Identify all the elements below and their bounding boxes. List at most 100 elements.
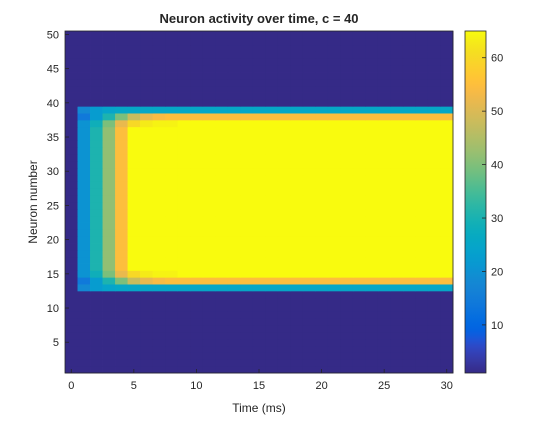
heatmap-cell — [377, 202, 391, 210]
heatmap-cell — [390, 263, 404, 271]
heatmap-cell — [415, 195, 429, 203]
heatmap-cell — [165, 331, 179, 340]
heatmap-cell — [140, 58, 154, 66]
heatmap-cell — [315, 338, 329, 347]
heatmap-cell — [77, 147, 91, 155]
heatmap-cell — [265, 222, 279, 230]
heatmap-cell — [290, 85, 304, 93]
heatmap-cell — [102, 58, 116, 66]
heatmap-cell — [277, 222, 291, 230]
heatmap-cell — [290, 195, 304, 203]
heatmap-cell — [152, 44, 166, 52]
heatmap-cell — [302, 297, 316, 305]
heatmap-cell — [90, 85, 103, 93]
heatmap-cell — [90, 106, 103, 114]
heatmap-cell — [315, 72, 329, 80]
heatmap-cell — [265, 37, 279, 46]
heatmap-cell — [140, 160, 154, 169]
heatmap-cell — [90, 263, 103, 271]
heatmap-cell — [152, 133, 166, 141]
heatmap-cell — [352, 352, 366, 360]
heatmap-cell — [77, 236, 91, 244]
heatmap-cell — [340, 126, 354, 134]
heatmap-cell — [227, 78, 241, 87]
heatmap-cell — [277, 92, 291, 100]
heatmap-cell — [440, 263, 454, 271]
heatmap-cell — [202, 304, 216, 312]
heatmap-cell — [252, 37, 266, 46]
heatmap-cell — [127, 31, 141, 39]
heatmap-cell — [252, 106, 266, 114]
heatmap-cell — [315, 58, 329, 66]
heatmap-cell — [252, 92, 266, 100]
heatmap-cell — [390, 167, 404, 176]
heatmap-cell — [177, 304, 191, 312]
heatmap-cell — [302, 37, 316, 46]
heatmap-cell — [127, 270, 141, 278]
heatmap-cell — [177, 174, 191, 182]
heatmap-cell — [352, 325, 366, 333]
heatmap-cell — [165, 119, 179, 128]
heatmap-cell — [202, 331, 216, 340]
heatmap-cell — [302, 243, 316, 251]
heatmap-cell — [115, 338, 128, 347]
heatmap-cell — [177, 31, 191, 39]
heatmap-cell — [252, 297, 266, 305]
heatmap-cell — [315, 318, 329, 326]
heatmap-cell — [140, 154, 154, 162]
heatmap-cell — [77, 284, 91, 292]
heatmap-cell — [127, 167, 141, 176]
heatmap-cell — [202, 202, 216, 210]
heatmap-cell — [202, 78, 216, 87]
heatmap-cell — [340, 318, 354, 326]
heatmap-cell — [365, 154, 379, 162]
heatmap-cell — [340, 366, 354, 374]
heatmap-cell — [302, 256, 316, 264]
heatmap-cell — [65, 331, 78, 340]
heatmap-cell — [215, 277, 229, 285]
heatmap-cell — [190, 160, 204, 169]
heatmap-cell — [190, 325, 204, 333]
heatmap-cell — [302, 331, 316, 340]
heatmap-cell — [90, 311, 103, 319]
heatmap-cell — [440, 215, 454, 223]
heatmap-cell — [252, 202, 266, 210]
heatmap-cell — [277, 311, 291, 319]
heatmap-cell — [215, 243, 229, 251]
heatmap-cell — [140, 167, 154, 176]
heatmap-cell — [165, 325, 179, 333]
heatmap-cell — [252, 284, 266, 292]
heatmap-cell — [290, 215, 304, 223]
heatmap-cell — [190, 106, 204, 114]
heatmap-cell — [265, 147, 279, 155]
heatmap-cell — [440, 243, 454, 251]
heatmap-cell — [65, 263, 78, 271]
heatmap-cell — [352, 208, 366, 217]
heatmap-cell — [340, 256, 354, 264]
heatmap-cell — [277, 304, 291, 312]
heatmap-cell — [127, 154, 141, 162]
heatmap-cell — [77, 51, 91, 59]
heatmap-cell — [140, 277, 154, 285]
heatmap-cell — [352, 256, 366, 264]
heatmap-cell — [340, 37, 354, 46]
heatmap-cell — [427, 256, 441, 264]
heatmap-cell — [440, 202, 454, 210]
y-tick-label: 15 — [47, 269, 59, 281]
heatmap-cell — [390, 181, 404, 189]
heatmap-cell — [215, 126, 229, 134]
heatmap-cell — [265, 85, 279, 93]
heatmap-cell — [415, 325, 429, 333]
heatmap-cell — [277, 126, 291, 134]
heatmap-cell — [190, 338, 204, 347]
heatmap-cell — [77, 208, 91, 217]
heatmap-cell — [227, 51, 241, 59]
heatmap-cell — [302, 352, 316, 360]
heatmap-cell — [290, 304, 304, 312]
heatmap-cell — [377, 284, 391, 292]
heatmap-cell — [265, 51, 279, 59]
heatmap-cell — [390, 243, 404, 251]
heatmap-cell — [77, 133, 91, 141]
heatmap-cell — [190, 167, 204, 176]
